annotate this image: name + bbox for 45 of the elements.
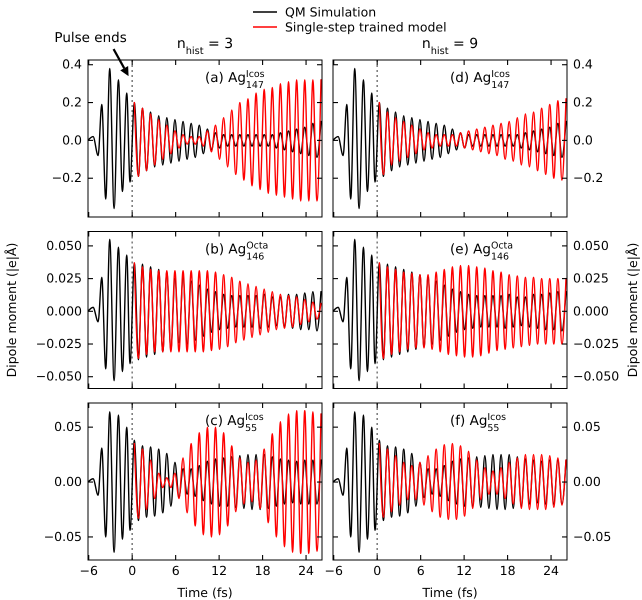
y-tick-label: −0.050 bbox=[36, 368, 82, 384]
y-tick-label: −0.025 bbox=[573, 336, 620, 352]
x-tick-label: −6 bbox=[80, 562, 98, 578]
x-tick-label: 12 bbox=[211, 562, 228, 578]
x-tick-label: 12 bbox=[456, 562, 472, 578]
y-tick-label: −0.2 bbox=[573, 170, 604, 186]
y-tick-label: 0.4 bbox=[573, 56, 593, 72]
y-tick-label: 0.0 bbox=[573, 132, 593, 148]
y-tick-label: 0.025 bbox=[46, 270, 82, 286]
y-tick-label: −0.025 bbox=[36, 336, 82, 352]
x-tick-label: −6 bbox=[324, 562, 343, 578]
x-tick-label: 24 bbox=[298, 562, 314, 578]
y-tick-label: −0.05 bbox=[44, 528, 82, 544]
x-tick-label: 6 bbox=[172, 562, 180, 578]
x-tick-label: 0 bbox=[373, 562, 382, 578]
x-tick-label: 0 bbox=[128, 562, 136, 578]
y-tick-label: 0.05 bbox=[573, 419, 601, 434]
x-axis-title: Time (fs) bbox=[421, 585, 478, 600]
legend-label: QM Simulation bbox=[285, 4, 376, 20]
chart-title: n$_{hist}$ = 9 bbox=[422, 36, 478, 56]
x-tick-label: 18 bbox=[500, 562, 516, 578]
y-axis-title: Dipole moment (|e|Å) bbox=[4, 242, 19, 378]
y-tick-label: 0.000 bbox=[46, 303, 82, 318]
y-tick-label: −0.050 bbox=[573, 368, 620, 384]
y-tick-label: 0.00 bbox=[573, 474, 601, 490]
y-tick-label: −0.2 bbox=[52, 170, 82, 186]
x-tick-label: 6 bbox=[416, 562, 425, 578]
annotation: Pulse ends bbox=[54, 30, 127, 46]
y-tick-label: 0.050 bbox=[46, 238, 82, 253]
y-tick-label: 0.05 bbox=[54, 419, 82, 434]
y-tick-label: 0.2 bbox=[573, 94, 593, 110]
x-tick-label: 18 bbox=[254, 562, 271, 578]
y-tick-label: 0.00 bbox=[54, 474, 82, 490]
chart-title: n$_{hist}$ = 3 bbox=[176, 36, 234, 56]
y-tick-label: −0.05 bbox=[573, 528, 612, 544]
x-tick-label: 24 bbox=[543, 562, 560, 578]
y-tick-label: 0.2 bbox=[62, 94, 82, 110]
legend-label: Single-step trained model bbox=[285, 20, 447, 34]
y-tick-label: 0.000 bbox=[573, 303, 609, 318]
y-tick-label: 0.050 bbox=[573, 238, 609, 253]
y-tick-label: 0.025 bbox=[573, 270, 609, 286]
y-tick-label: 0.4 bbox=[62, 56, 82, 72]
x-axis-title: Time (fs) bbox=[176, 585, 233, 600]
y-tick-label: 0.0 bbox=[62, 132, 82, 148]
y-axis-title: Dipole moment (|e|Å) bbox=[625, 242, 640, 378]
